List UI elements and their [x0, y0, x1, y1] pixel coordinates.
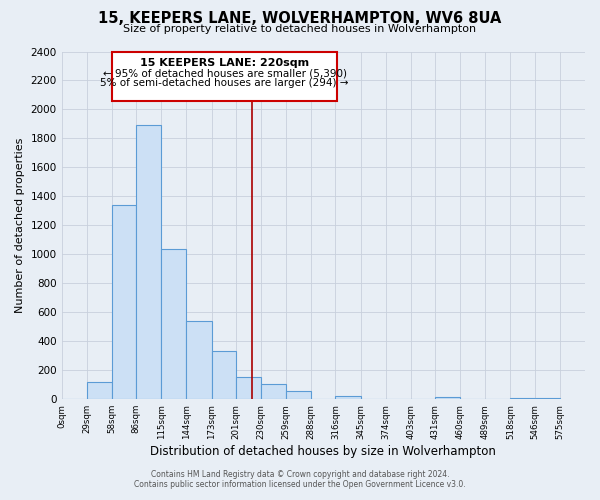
Bar [535, 398, 560, 399]
Bar [187, 321, 212, 399]
Bar [511, 398, 535, 399]
Bar [136, 126, 161, 399]
Bar [236, 377, 261, 399]
Bar [112, 52, 337, 101]
Bar [286, 390, 311, 399]
Text: ← 95% of detached houses are smaller (5,390): ← 95% of detached houses are smaller (5,… [103, 68, 347, 78]
Y-axis label: Number of detached properties: Number of detached properties [15, 138, 25, 313]
Text: Contains HM Land Registry data © Crown copyright and database right 2024.: Contains HM Land Registry data © Crown c… [151, 470, 449, 479]
Text: Contains public sector information licensed under the Open Government Licence v3: Contains public sector information licen… [134, 480, 466, 489]
Bar [335, 396, 361, 399]
X-axis label: Distribution of detached houses by size in Wolverhampton: Distribution of detached houses by size … [151, 444, 496, 458]
Bar [261, 384, 286, 399]
Text: Size of property relative to detached houses in Wolverhampton: Size of property relative to detached ho… [124, 24, 476, 34]
Bar [112, 205, 136, 399]
Bar [212, 352, 236, 399]
Text: 5% of semi-detached houses are larger (294) →: 5% of semi-detached houses are larger (2… [100, 78, 349, 88]
Bar [87, 382, 112, 399]
Text: 15, KEEPERS LANE, WOLVERHAMPTON, WV6 8UA: 15, KEEPERS LANE, WOLVERHAMPTON, WV6 8UA [98, 11, 502, 26]
Text: 15 KEEPERS LANE: 220sqm: 15 KEEPERS LANE: 220sqm [140, 58, 309, 68]
Bar [161, 248, 187, 399]
Bar [435, 397, 460, 399]
